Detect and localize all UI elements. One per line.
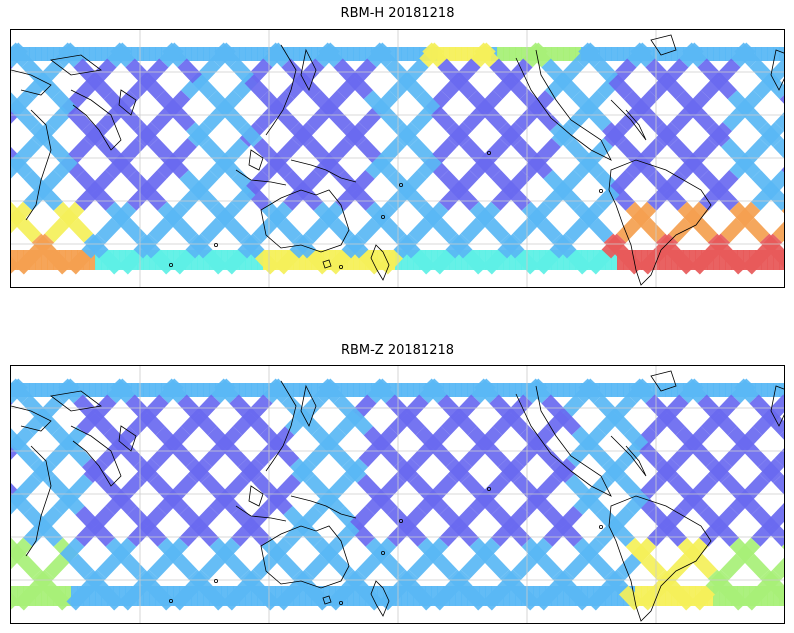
satellite-swaths [11,378,784,611]
map-panel-rbm-h [10,29,785,288]
coastlines [11,34,784,286]
graticule [11,30,784,287]
coastlines [11,370,784,622]
graticule [11,366,784,623]
map-title-rbm-h: RBM-H 20181218 [340,6,455,21]
map-title-rbm-z: RBM-Z 20181218 [340,343,455,358]
map-panel-rbm-z [10,365,785,624]
satellite-swaths [11,42,784,275]
